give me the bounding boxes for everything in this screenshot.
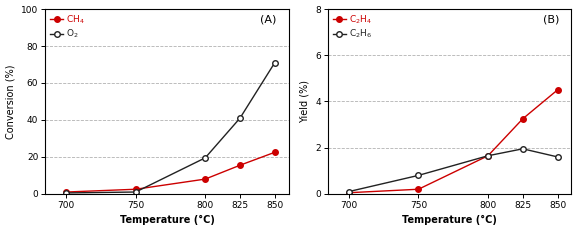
O$_2$ [202, 156, 209, 159]
X-axis label: Temperature (°C): Temperature (°C) [119, 215, 215, 225]
CH$_4$ [271, 151, 278, 154]
X-axis label: Temperature (°C): Temperature (°C) [402, 215, 497, 225]
C$_2$H$_6$ [554, 155, 561, 158]
C$_2$H$_4$ [346, 191, 353, 194]
C$_2$H$_6$ [346, 190, 353, 193]
C$_2$H$_4$ [554, 88, 561, 91]
C$_2$H$_6$ [519, 147, 526, 150]
C$_2$H$_6$ [415, 174, 422, 177]
O$_2$ [271, 61, 278, 64]
CH$_4$ [237, 164, 243, 167]
CH$_4$ [63, 191, 70, 193]
Line: C$_2$H$_4$: C$_2$H$_4$ [346, 87, 560, 195]
CH$_4$ [132, 188, 139, 191]
Line: CH$_4$: CH$_4$ [63, 149, 278, 195]
O$_2$ [237, 117, 243, 119]
Legend: CH$_4$, O$_2$: CH$_4$, O$_2$ [48, 12, 87, 42]
Text: (A): (A) [260, 15, 276, 24]
Y-axis label: Conversion (%): Conversion (%) [6, 64, 16, 139]
Legend: C$_2$H$_4$, C$_2$H$_6$: C$_2$H$_4$, C$_2$H$_6$ [331, 12, 374, 42]
Line: O$_2$: O$_2$ [63, 60, 278, 196]
O$_2$ [63, 191, 70, 194]
CH$_4$ [202, 178, 209, 180]
O$_2$ [132, 191, 139, 193]
C$_2$H$_6$ [485, 154, 492, 157]
C$_2$H$_4$ [519, 117, 526, 120]
Y-axis label: Yield (%): Yield (%) [300, 80, 310, 123]
Line: C$_2$H$_6$: C$_2$H$_6$ [346, 146, 560, 194]
C$_2$H$_4$ [415, 188, 422, 191]
Text: (B): (B) [543, 15, 559, 24]
C$_2$H$_4$ [485, 154, 492, 157]
